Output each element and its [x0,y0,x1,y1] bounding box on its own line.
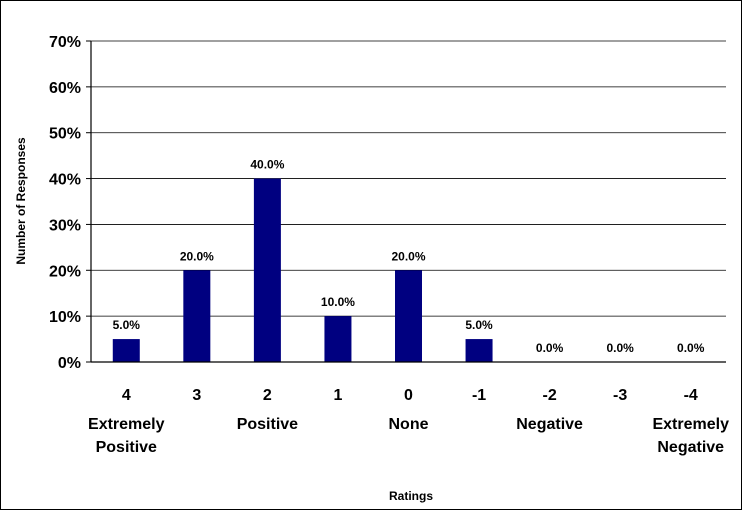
bars [112,178,493,362]
data-label: 0.0% [606,341,634,355]
axes [90,41,726,363]
category-value: -2 [542,387,556,404]
y-tick-label: 0% [58,355,81,372]
bar [183,270,211,362]
data-label: 5.0% [113,318,141,332]
category-label: Negative [516,416,583,433]
y-tick-label: 50% [49,126,81,143]
category-label: None [389,416,429,433]
category-value: -3 [613,387,627,404]
y-tick-label: 30% [49,217,81,234]
y-tick-label: 40% [49,172,81,189]
data-label: 5.0% [465,318,493,332]
category-labels: 4 Extremely Positive 3 2 Positive 1 0 None -1 -2 Ne… [88,387,729,456]
bar [253,178,281,362]
bar [465,339,493,362]
category-value: 1 [333,387,342,404]
bar [324,316,352,362]
category-value: 3 [192,387,201,404]
data-labels: 5.0% 20.0% 40.0% 10.0% 20.0% 5.0% 0.0% 0.0% 0.0% [113,158,705,355]
category-label: Positive [237,416,298,433]
bar [112,339,140,362]
y-axis-label: Number of Responses [14,137,28,265]
category-value: 4 [122,387,131,404]
bar [395,270,422,362]
y-tick-label: 60% [49,80,81,97]
data-label: 20.0% [180,249,214,263]
x-axis-label: Ratings [389,489,433,503]
y-tick-labels: 0% 10% 20% 30% 40% 50% 60% 70% [49,34,81,372]
category-value: -1 [472,387,486,404]
data-label: 0.0% [677,341,705,355]
data-label: 20.0% [391,249,425,263]
category-label: Extremely Negative [652,416,729,456]
data-label: 40.0% [250,158,284,172]
data-label: 10.0% [321,295,355,309]
data-label: 0.0% [536,341,564,355]
category-label: Extremely Positive [88,416,165,456]
category-value: -4 [684,387,698,404]
category-value: 0 [404,387,413,404]
category-value: 2 [263,387,272,404]
y-tick-label: 70% [49,34,81,51]
y-tick-label: 10% [49,309,81,326]
y-tick-label: 20% [49,263,81,280]
